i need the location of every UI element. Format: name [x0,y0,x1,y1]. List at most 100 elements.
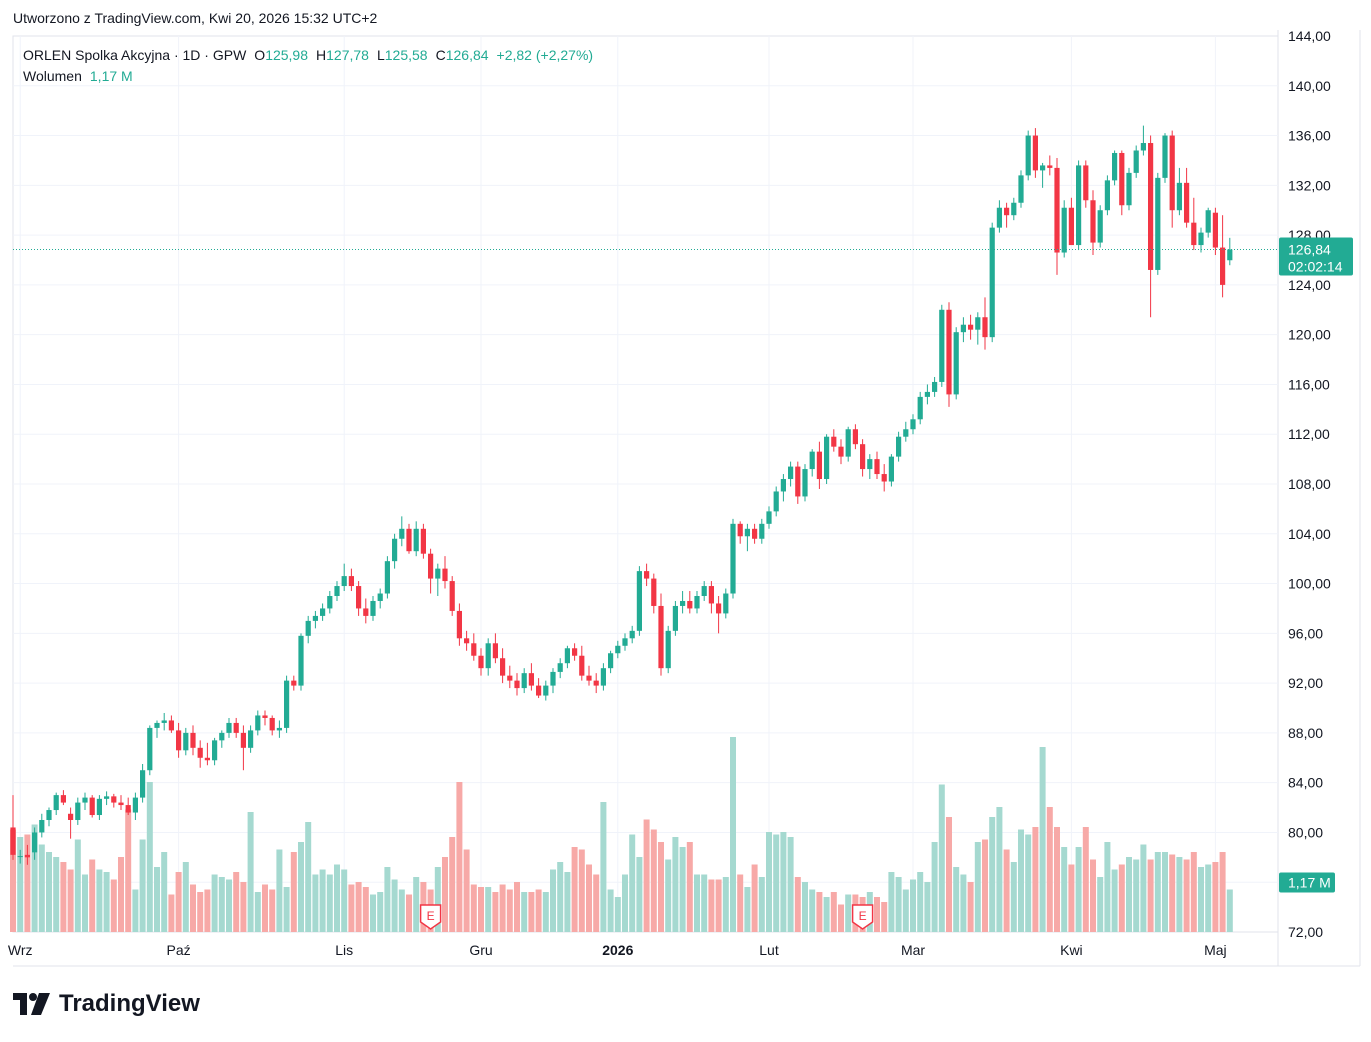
volume-bar [463,849,470,932]
high-label: H [316,47,327,63]
candle-body [1040,165,1046,171]
volume-bar [650,829,657,932]
earnings-marker[interactable]: E [419,904,442,930]
volume-bar [1118,864,1125,932]
volume-bar [1061,847,1068,932]
x-tick-label: Paź [167,942,191,958]
volume-label[interactable]: Wolumen [23,68,82,84]
volume-bar [557,862,564,932]
candle-body [1032,135,1038,171]
candle-body [622,638,628,646]
volume-bar [708,879,715,932]
volume-bar [996,807,1003,932]
candle-body [831,436,837,447]
candle-body [507,675,513,681]
candle-body [492,643,498,659]
volume-bar [1162,852,1168,932]
volume-bar [449,837,456,932]
candle-body [341,576,347,587]
close-label: C [435,47,446,63]
volume-bar [730,737,736,932]
y-tick-label: 88,00 [1288,725,1323,741]
candle-body [406,528,412,552]
last-price-tag [1279,237,1353,276]
earnings-marker[interactable]: E [851,904,874,930]
volume-bar [607,889,614,932]
candle-body [392,538,398,562]
volume-bar [1010,862,1017,932]
candle-body [701,586,707,596]
candle-body [10,827,16,855]
volume-bar [722,877,729,932]
candle-body [399,528,405,539]
candle-body [478,655,484,669]
volume-bar [370,894,376,932]
candle-body [1025,135,1031,176]
volume-bar [989,817,996,932]
candle-body [924,391,930,397]
volume-bar [1075,847,1082,932]
candle-body [1184,182,1190,223]
volume-bar [125,809,132,932]
candle-body [140,770,146,798]
candle-body [248,730,254,748]
volume-bar [665,859,672,932]
candle-body [284,680,290,728]
low-label: L [376,47,385,63]
volume-bar [478,887,484,932]
candle-body [788,466,794,480]
candle-body [219,732,225,741]
candle-body [550,671,556,686]
earnings-marker-label: E [427,909,435,923]
x-tick-label: Gru [469,942,492,958]
candle-body [564,648,570,664]
volume-bar [312,874,319,932]
volume-bar [377,892,384,932]
volume-bar [24,834,31,932]
candle-body [46,810,52,820]
volume-bar [413,877,420,932]
candle-body [1191,222,1197,246]
volume-tag [1279,872,1335,893]
volume-bar [1176,857,1183,932]
candle-body [1220,247,1226,285]
volume-bar [737,874,744,932]
volume-bar [434,867,441,932]
volume-bar [38,844,45,932]
volume-bar [355,882,362,932]
candle-body [428,553,434,579]
candle-body [1097,210,1103,243]
volume-bar [96,869,103,932]
x-tick-label: Maj [1204,942,1227,958]
volume-bar [794,877,801,932]
candle-body [593,680,599,686]
candle-body [860,444,866,470]
y-tick-label: 104,00 [1288,526,1331,542]
candle-body [39,820,45,833]
volume-bar [319,869,326,932]
tradingview-logo[interactable]: TradingView [13,990,200,1018]
volume-bar [139,839,146,932]
candle-body [226,722,232,733]
candle-body [629,630,635,639]
volume-bar [773,834,780,932]
volume-bar [629,834,636,932]
candle-body [1054,167,1060,253]
volume-bar [211,874,218,932]
volume-bar [658,842,664,932]
volume-bar [535,889,542,932]
candle-body [528,673,534,686]
candle-body [694,596,700,609]
candle-body [572,648,578,656]
symbol-label[interactable]: ORLEN Spolka Akcyjna · 1D · GPW [23,47,247,63]
volume-bar [1126,857,1132,932]
candle-body [1104,180,1110,211]
volume-bar [82,874,88,932]
candle-body [881,474,887,482]
candle-body [903,429,909,437]
y-tick-label: 140,00 [1288,78,1331,94]
candle-body [420,528,426,554]
